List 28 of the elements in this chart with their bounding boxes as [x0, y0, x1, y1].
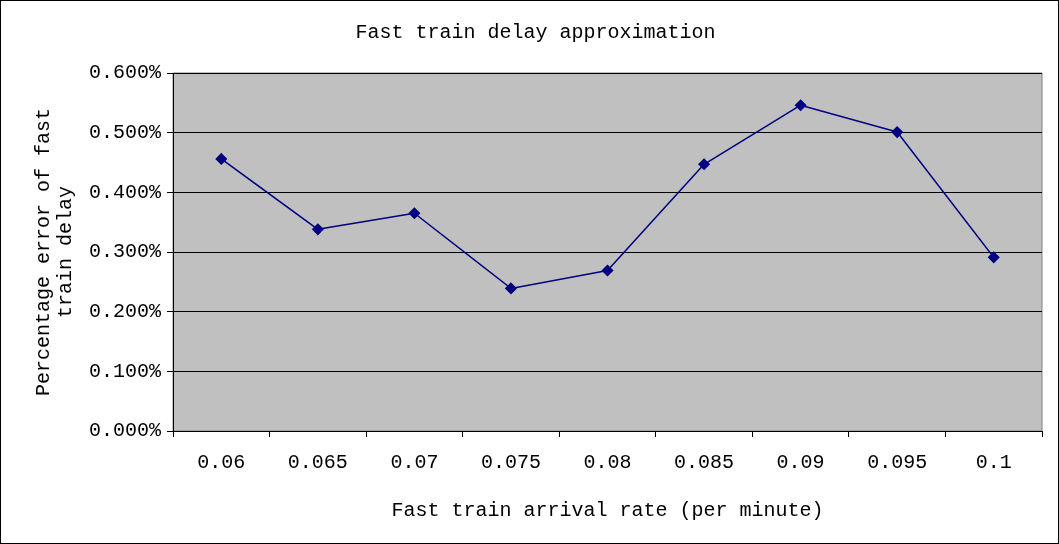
point	[312, 223, 324, 236]
y-tick-label: 0.500%	[89, 120, 163, 144]
x-tick-label: 0.1	[975, 451, 1012, 475]
y-tick-label: 0.000%	[89, 419, 163, 443]
y-tick-label: 0.600%	[89, 61, 163, 85]
point	[987, 251, 1000, 264]
point	[505, 282, 517, 295]
y-tick-label: 0.100%	[89, 359, 163, 383]
point	[408, 207, 421, 219]
x-tick-label: 0.09	[776, 451, 825, 475]
y-axis-title: Percentage error of fast train delay	[32, 107, 78, 397]
point	[891, 126, 903, 138]
y-tick-label: 0.300%	[89, 240, 163, 264]
x-tick-label: 0.075	[480, 451, 541, 475]
chart-title: Fast train delay approximation	[355, 21, 716, 45]
point	[698, 158, 710, 171]
x-tick-label: 0.06	[197, 451, 246, 475]
x-tick-label: 0.08	[583, 451, 632, 475]
x-tick-label: 0.085	[674, 451, 735, 475]
x-tick-label: 0.095	[867, 451, 928, 475]
x-tick-label: 0.065	[287, 451, 348, 475]
x-tick-label: 0.07	[390, 451, 439, 475]
y-tick-label: 0.400%	[89, 180, 163, 204]
x-axis-title: Fast train arrival rate (per minute)	[391, 499, 824, 523]
y-tick-label: 0.200%	[89, 299, 163, 323]
point	[215, 153, 228, 165]
point	[794, 99, 807, 111]
point	[601, 264, 614, 277]
